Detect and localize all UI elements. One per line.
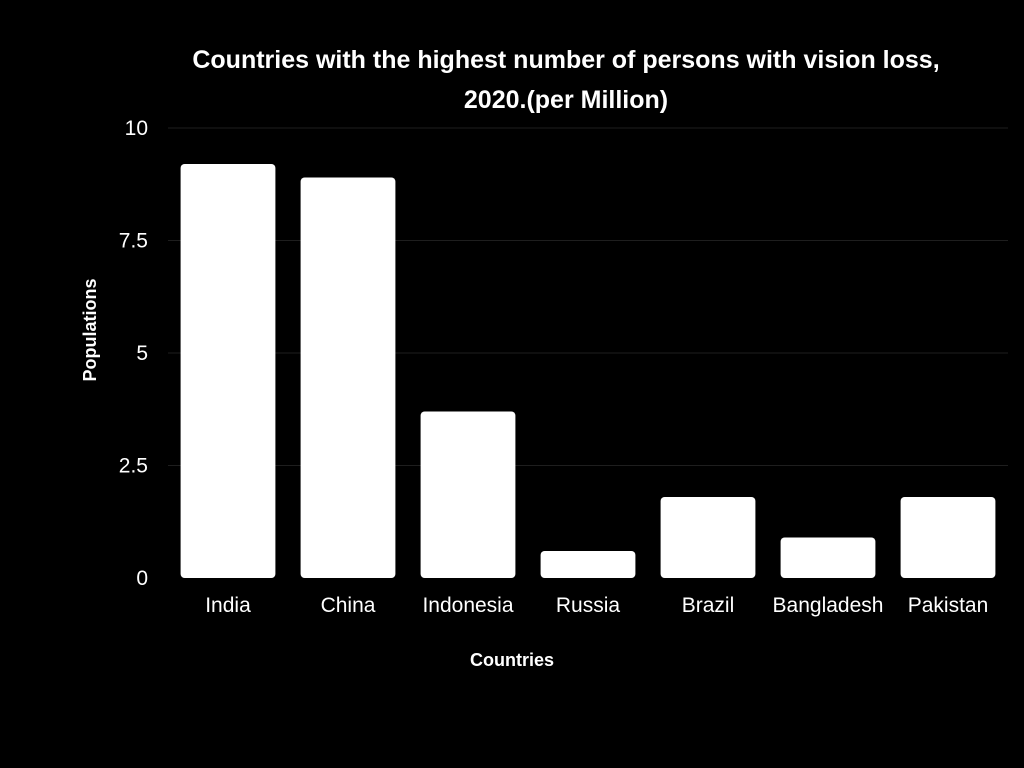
bar-pakistan bbox=[900, 497, 996, 578]
y-tick-label: 0 bbox=[136, 567, 148, 590]
y-tick-label: 2.5 bbox=[119, 455, 148, 478]
x-tick-label: China bbox=[321, 594, 376, 617]
x-tick-label: Pakistan bbox=[908, 594, 989, 617]
x-tick-label: India bbox=[205, 594, 251, 617]
bar-bangladesh bbox=[780, 537, 876, 578]
bar-russia bbox=[540, 551, 636, 578]
x-tick-label: Indonesia bbox=[422, 594, 513, 617]
bar-indonesia bbox=[420, 411, 516, 578]
y-tick-label: 5 bbox=[136, 342, 148, 365]
x-tick-label: Russia bbox=[556, 594, 621, 617]
chart-title: Countries with the highest number of per… bbox=[192, 46, 940, 114]
bar-china bbox=[300, 177, 396, 578]
y-tick-label: 7.5 bbox=[119, 230, 148, 253]
x-axis-ticks: India China Indonesia Russia Brazil Banglades… bbox=[205, 594, 988, 617]
x-tick-label: Bangladesh bbox=[773, 594, 884, 617]
bars bbox=[180, 164, 996, 578]
x-tick-label: Brazil bbox=[682, 594, 735, 617]
y-axis-ticks: 0 2.5 5 7.5 10 bbox=[119, 117, 148, 590]
bar-brazil bbox=[660, 497, 756, 578]
bar-india bbox=[180, 164, 276, 578]
gridlines bbox=[168, 127, 1008, 466]
y-axis-title: Populations bbox=[80, 279, 100, 382]
y-tick-label: 10 bbox=[125, 117, 148, 140]
x-axis-title: Countries bbox=[470, 650, 554, 670]
